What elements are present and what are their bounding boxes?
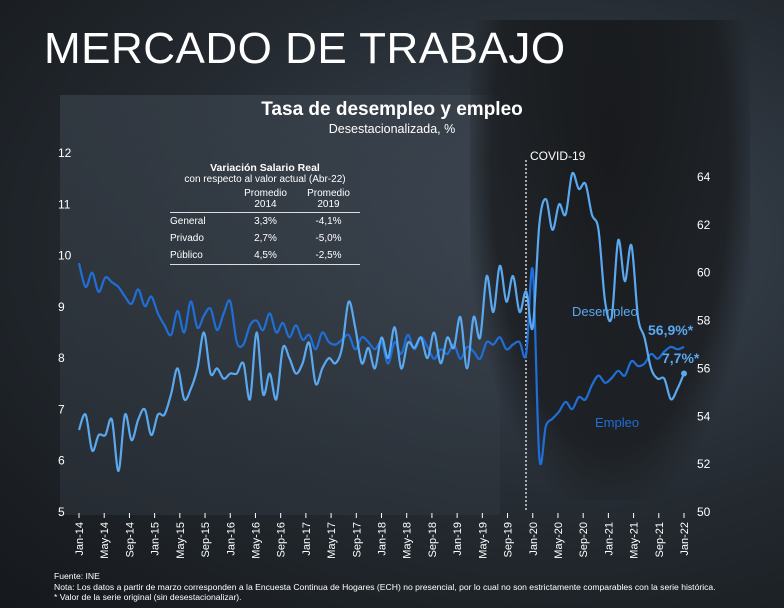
salary-table-subtitle: con respecto al valor actual (Abr-22) bbox=[184, 174, 346, 185]
x-axis-tick: Sep-14 bbox=[124, 522, 136, 557]
left-axis-tick: 11 bbox=[58, 197, 71, 211]
left-axis-tick: 9 bbox=[58, 300, 65, 314]
x-axis-tick: Jan-20 bbox=[528, 522, 540, 556]
left-axis-tick: 10 bbox=[58, 249, 72, 263]
right-axis-tick: 50 bbox=[697, 505, 711, 519]
x-axis-tick: Sep-21 bbox=[654, 522, 666, 557]
x-axis-tick: May-21 bbox=[629, 522, 641, 559]
x-axis-tick: Jan-16 bbox=[225, 522, 237, 556]
series-line-desempleo bbox=[77, 171, 686, 473]
salary-table-header-2014: Promedio 2014 bbox=[234, 187, 297, 213]
end-label-desempleo: 7,7%* bbox=[662, 350, 700, 366]
table-row: Privado 2,7% -5,0% bbox=[170, 230, 360, 247]
x-axis-tick: Sep-15 bbox=[200, 522, 212, 557]
x-axis-tick: Jan-21 bbox=[603, 522, 615, 556]
cell-2014: 3,3% bbox=[254, 216, 277, 227]
series-label-desempleo: Desempleo bbox=[572, 304, 638, 319]
chart-subtitle: Desestacionalizada, % bbox=[328, 122, 456, 136]
footer-source: Fuente: INE bbox=[54, 571, 100, 581]
row-label: Público bbox=[170, 247, 234, 265]
right-axis-tick: 62 bbox=[697, 218, 711, 232]
covid-annotation: COVID-19 bbox=[530, 149, 586, 163]
end-label-empleo: 56,9%* bbox=[648, 322, 694, 338]
x-axis-tick: May-19 bbox=[477, 522, 489, 559]
x-axis-tick: Jan-17 bbox=[301, 522, 313, 556]
cell-2019: -4,1% bbox=[315, 216, 342, 227]
left-axis-tick: 5 bbox=[58, 505, 65, 519]
page-title: MERCADO DE TRABAJO bbox=[44, 24, 566, 73]
background-statue bbox=[470, 20, 750, 500]
chart-title: Tasa de desempleo y empleo bbox=[261, 99, 523, 120]
footer-note: Nota: Los datos a partir de marzo corres… bbox=[54, 581, 716, 592]
cell-2019: -2,5% bbox=[297, 247, 360, 265]
x-axis-tick: May-18 bbox=[402, 522, 414, 559]
table-row: General 3,3% -4,1% bbox=[170, 213, 360, 231]
series-label-empleo: Empleo bbox=[595, 415, 639, 430]
salary-table: Variación Salario Real con respecto al v… bbox=[170, 162, 360, 265]
right-axis-tick: 60 bbox=[697, 266, 711, 280]
x-axis-tick: Sep-18 bbox=[427, 522, 439, 557]
footer: Fuente: INE Nota: Los datos a partir de … bbox=[54, 571, 716, 603]
right-axis-tick: 56 bbox=[697, 361, 711, 375]
left-axis-tick: 7 bbox=[58, 402, 65, 416]
salary-table-title: Variación Salario Real bbox=[210, 162, 320, 174]
salary-table-grid: Promedio 2014 Promedio 2019 General 3,3%… bbox=[170, 187, 360, 265]
table-row: Público 4,5% -2,5% bbox=[170, 247, 360, 265]
series-end-point-desempleo bbox=[681, 370, 687, 377]
background-building bbox=[60, 95, 500, 515]
right-axis-tick: 58 bbox=[697, 314, 711, 328]
right-axis-tick: 54 bbox=[697, 409, 711, 423]
x-axis-tick: May-16 bbox=[250, 522, 262, 559]
left-axis: 12 11 10 9 8 7 6 5 bbox=[58, 146, 72, 519]
left-axis-tick: 12 bbox=[58, 146, 72, 160]
x-axis-tick: May-17 bbox=[326, 522, 338, 559]
right-axis: 64 62 60 58 56 54 52 50 bbox=[697, 170, 711, 519]
x-axis-tick: Jan-14 bbox=[74, 522, 86, 556]
x-axis-tick: Jan-19 bbox=[452, 522, 464, 556]
salary-table-header-2019: Promedio 2019 bbox=[297, 187, 360, 213]
x-axis-tick: Sep-17 bbox=[351, 522, 363, 557]
cell-2014: 4,5% bbox=[234, 247, 297, 265]
x-axis-tick: Sep-20 bbox=[578, 522, 590, 557]
cell-2019: -5,0% bbox=[315, 233, 342, 244]
right-axis-tick: 64 bbox=[697, 170, 711, 184]
x-axis-tick: Sep-19 bbox=[503, 522, 515, 557]
cell-2014: 2,7% bbox=[254, 233, 277, 244]
left-axis-tick: 8 bbox=[58, 351, 65, 365]
right-axis-tick: 52 bbox=[697, 457, 711, 471]
row-label: Privado bbox=[170, 233, 204, 244]
x-axis-tick: Jan-18 bbox=[377, 522, 389, 556]
salary-table-header-blank bbox=[170, 187, 234, 213]
x-axis: Jan-14 May-14 Sep-14 Jan-15 May-15 Sep-15 Jan-… bbox=[74, 513, 691, 559]
x-axis-tick: Jan-22 bbox=[679, 522, 691, 556]
left-axis-tick: 6 bbox=[58, 454, 65, 468]
x-axis-tick: May-15 bbox=[175, 522, 187, 559]
x-axis-tick: Sep-16 bbox=[276, 522, 288, 557]
row-label: General bbox=[170, 216, 206, 227]
salary-table-header-row: Promedio 2014 Promedio 2019 bbox=[170, 187, 360, 213]
x-axis-tick: May-14 bbox=[99, 522, 111, 559]
x-axis-tick: Jan-15 bbox=[150, 522, 162, 556]
footer-note-2: * Valor de la serie original (sin desest… bbox=[54, 592, 242, 602]
x-axis-tick: May-20 bbox=[553, 522, 565, 559]
series-line-empleo bbox=[77, 262, 685, 466]
